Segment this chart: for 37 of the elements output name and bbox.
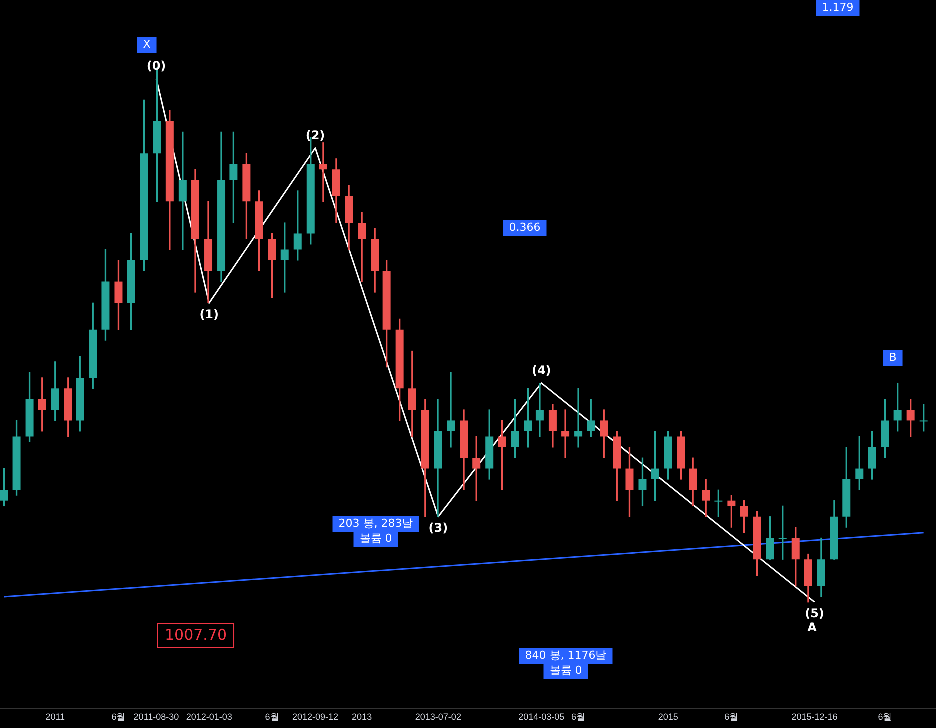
candlestick [319, 142, 328, 202]
text: 840 봉, 1176날 [525, 648, 607, 662]
x-tick-label: 6월 [572, 712, 586, 722]
candlestick [447, 372, 456, 448]
text: 볼륨 0 [550, 664, 582, 677]
annotation: A [808, 620, 818, 634]
x-tick-label: 2012-09-12 [292, 712, 339, 722]
x-tick-label: 2012-01-03 [186, 712, 232, 722]
candlestick [562, 410, 570, 458]
annotation: B [889, 350, 897, 364]
x-tick-label: 6월 [112, 712, 126, 722]
annotation: (4) [532, 363, 552, 378]
x-tick-label: 2013 [352, 712, 372, 722]
text: X [143, 38, 152, 51]
text: 1.179 [822, 0, 854, 14]
x-tick-label: 2015 [658, 712, 678, 722]
annotation: (2) [306, 128, 326, 142]
x-tick-label: 6월 [878, 712, 892, 722]
candlestick [178, 132, 187, 250]
x-tick-label: 2015-12-16 [792, 712, 838, 722]
x-tick-label: 2014-03-05 [518, 712, 565, 722]
x-tick-label: 6월 [724, 712, 739, 722]
annotation: 볼륨 0 [360, 532, 392, 545]
x-tick-label: 2011-08-30 [134, 712, 180, 722]
annotation: 0.366 [509, 220, 541, 234]
x-tick-label: 2013-07-02 [415, 712, 462, 722]
annotation: 203 봉, 283날 [338, 516, 414, 530]
candlestick [536, 382, 544, 438]
text: 1007.70 [164, 626, 228, 644]
x-tick-label: 6월 [265, 712, 280, 722]
candlestick [358, 212, 366, 282]
annotation: (5) [805, 606, 824, 620]
annotation: (1) [200, 307, 220, 322]
candlestick [574, 388, 583, 448]
x-tick-label: 2011 [46, 712, 66, 722]
annotation: (0) [146, 58, 166, 73]
annotation: (3) [428, 521, 448, 535]
